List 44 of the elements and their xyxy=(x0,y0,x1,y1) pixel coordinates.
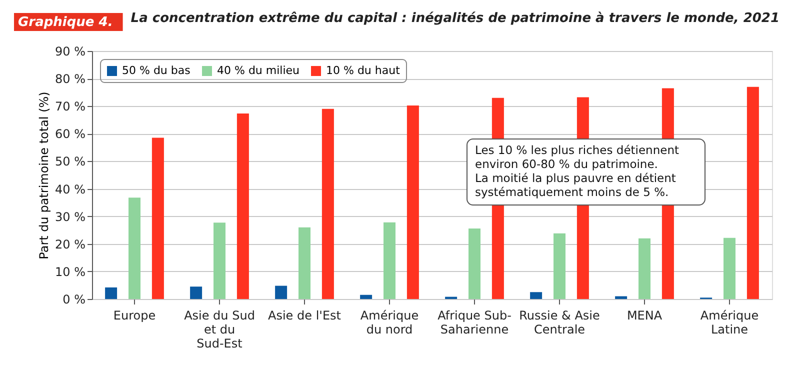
bar xyxy=(554,233,566,299)
bar xyxy=(724,238,736,299)
y-axis-title: Part du patrimoine total (%) xyxy=(37,92,52,260)
y-tick-label: 50 % xyxy=(55,154,86,169)
bar xyxy=(236,114,249,299)
bar xyxy=(384,222,396,299)
bar xyxy=(322,108,334,299)
chart-title: La concentration extrême du capital : inégalités de patrimoine à travers le monde, 2021 xyxy=(130,11,780,26)
bar xyxy=(152,138,164,299)
y-tick-label: 70 % xyxy=(55,100,86,114)
legend-label: 40 % du milieu xyxy=(217,64,300,77)
bar xyxy=(746,86,759,299)
x-tick-label: Russie & Asie Centrale xyxy=(519,308,600,336)
x-tick-label: Asie de l'Est xyxy=(268,308,342,322)
legend-label: 50 % du bas xyxy=(122,64,191,77)
bar xyxy=(190,286,202,299)
bar xyxy=(105,287,118,299)
bar xyxy=(468,228,480,299)
bar xyxy=(128,198,140,299)
x-tick-label: MENA xyxy=(626,308,663,322)
x-tick-label: Amérique Latine xyxy=(700,308,759,336)
x-tick-label: Afrique Sub- Saharienne xyxy=(438,308,512,336)
bar xyxy=(298,227,310,299)
bar xyxy=(530,292,542,299)
bar xyxy=(615,296,628,299)
y-tick-label: 20 % xyxy=(55,237,86,252)
x-tick-label: Asie du Sud et du Sud-Est xyxy=(184,308,255,350)
y-tick-label: 10 % xyxy=(55,264,86,279)
y-tick-label: 60 % xyxy=(55,127,86,142)
y-tick-label: 0 % xyxy=(62,292,86,306)
y-tick-label: 40 % xyxy=(55,182,86,196)
y-tick-label: 30 % xyxy=(55,210,86,224)
y-tick-label: 90 % xyxy=(55,44,86,58)
bar xyxy=(214,222,226,299)
x-tick-label: Amérique du nord xyxy=(360,308,419,336)
legend-label: 10 % du haut xyxy=(326,64,401,77)
bar xyxy=(638,238,650,299)
bar xyxy=(360,294,372,299)
x-tick-label: Europe xyxy=(113,308,156,322)
bar xyxy=(406,106,419,299)
y-tick-label: 80 % xyxy=(55,72,86,86)
text: Graphique 4. xyxy=(18,15,113,30)
annotation: Les 10 % les plus riches détiennent environ 60-80 % du patrimoine. La moitié la plus pauvre en détient systématiquement moins de 5 %. xyxy=(475,143,680,199)
bar xyxy=(275,286,288,299)
